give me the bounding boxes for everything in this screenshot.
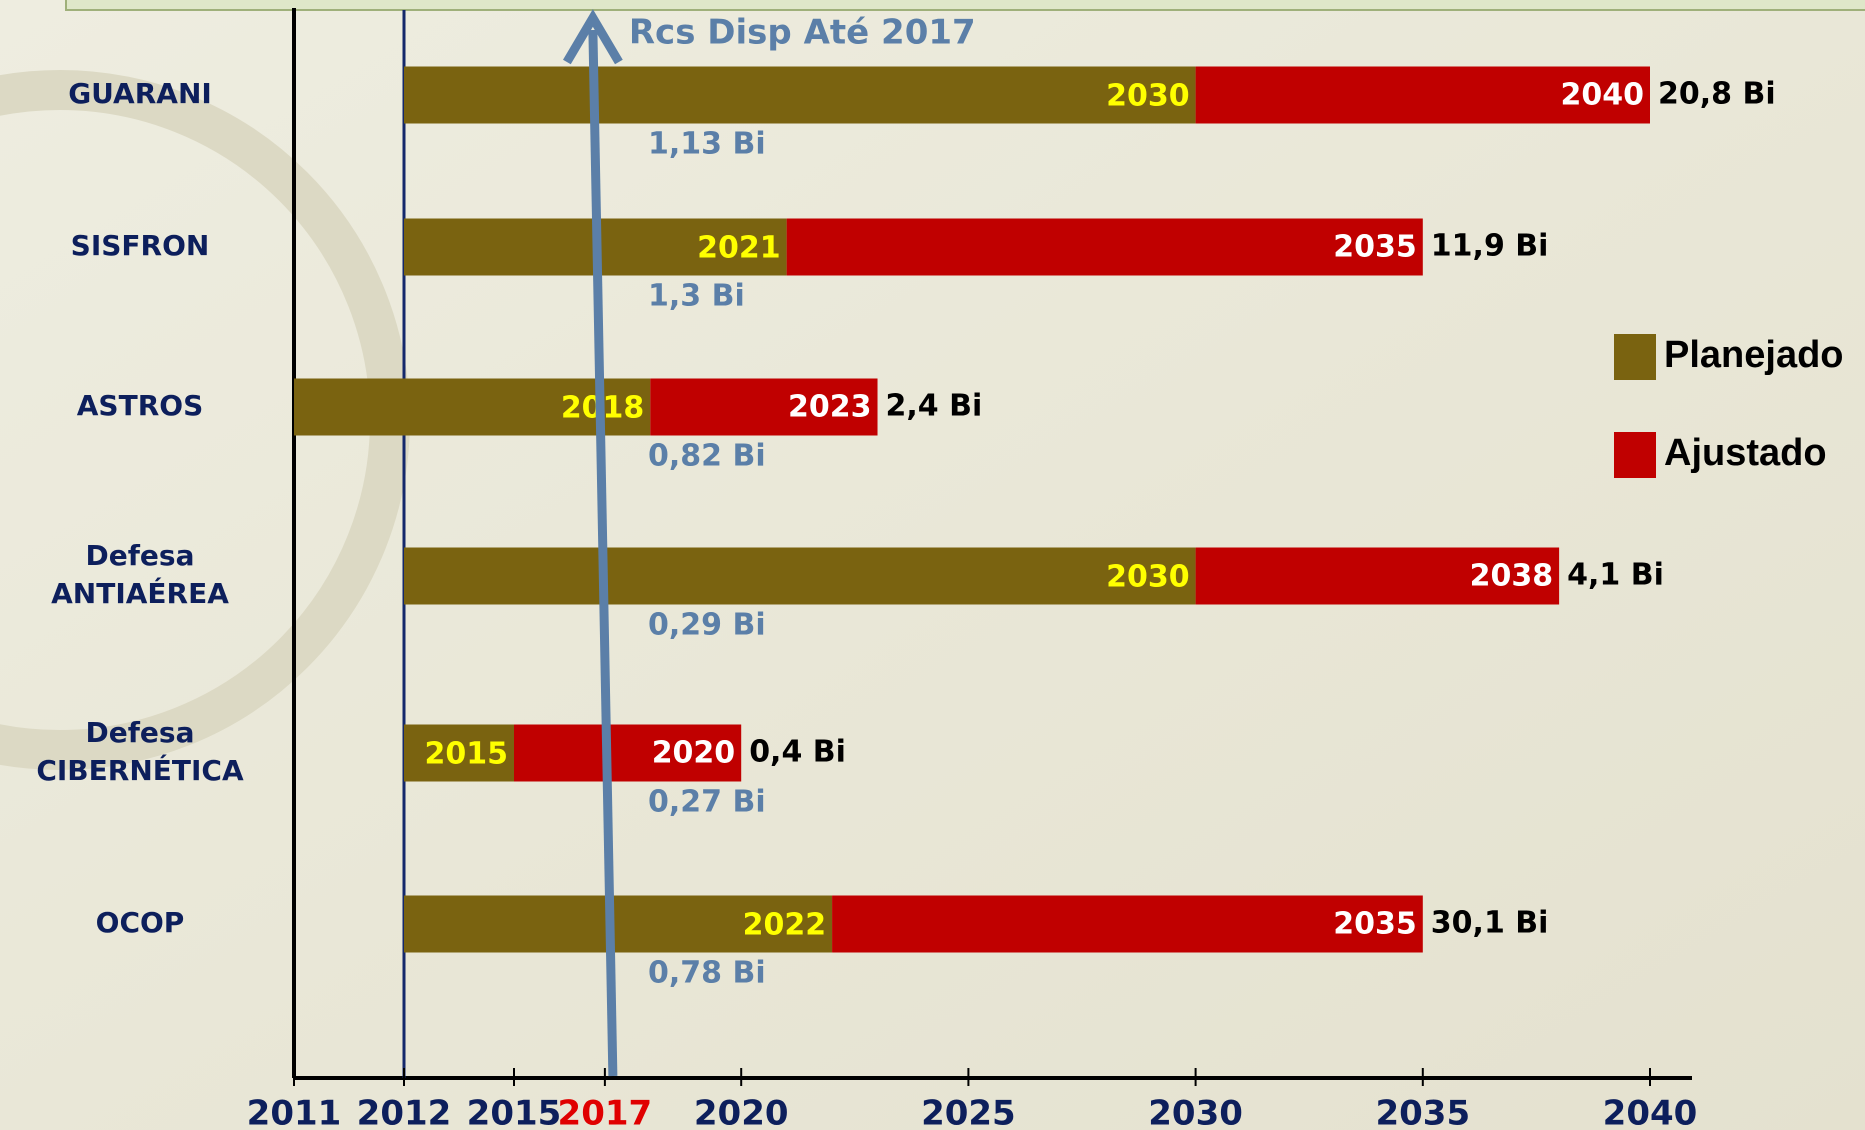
total-label: 30,1 Bi bbox=[1431, 906, 1549, 941]
planned-bar bbox=[294, 378, 651, 436]
category-label: ANTIAÉREA bbox=[51, 576, 229, 610]
planned-label: 2015 bbox=[425, 737, 509, 772]
planned-label: 2030 bbox=[1106, 560, 1190, 595]
category-label: Defesa bbox=[86, 539, 195, 572]
arrow-head bbox=[563, 9, 623, 65]
x-tick-label: 2035 bbox=[1375, 1094, 1470, 1130]
available-label: 0,78 Bi bbox=[648, 956, 766, 991]
total-label: 11,9 Bi bbox=[1431, 229, 1549, 264]
available-label: 1,13 Bi bbox=[648, 127, 766, 162]
adjusted-bar bbox=[1195, 547, 1560, 605]
annotation: Rcs Disp Até 2017 bbox=[629, 13, 976, 53]
arrow-shaft bbox=[588, 29, 618, 1077]
x-tick-label: 2017 bbox=[558, 1094, 653, 1130]
adjusted-label: 2035 bbox=[1333, 230, 1417, 265]
adjusted-label: 2038 bbox=[1470, 559, 1554, 594]
legend-label: Ajustado bbox=[1664, 432, 1827, 474]
planned-label: 2030 bbox=[1106, 79, 1190, 114]
top-banner bbox=[65, 0, 1865, 11]
x-tick-label: 2040 bbox=[1603, 1094, 1698, 1130]
total-label: 20,8 Bi bbox=[1658, 77, 1776, 112]
category-label: CIBERNÉTICA bbox=[36, 753, 244, 787]
legend-swatch bbox=[1614, 334, 1656, 380]
adjusted-bar bbox=[1195, 66, 1650, 124]
planned-label: 2022 bbox=[743, 908, 827, 943]
available-label: 0,29 Bi bbox=[648, 608, 766, 643]
legend-label: Planejado bbox=[1664, 334, 1844, 376]
available-label: 1,3 Bi bbox=[648, 279, 745, 314]
available-label: 0,82 Bi bbox=[648, 439, 766, 474]
adjusted-bar bbox=[786, 218, 1423, 276]
category-label: GUARANI bbox=[68, 77, 212, 110]
total-label: 0,4 Bi bbox=[749, 735, 846, 770]
x-tick-label: 2020 bbox=[694, 1094, 789, 1130]
adjusted-label: 2035 bbox=[1333, 907, 1417, 942]
x-tick-label: 2012 bbox=[357, 1094, 452, 1130]
total-label: 4,1 Bi bbox=[1567, 558, 1664, 593]
category-label: OCOP bbox=[96, 906, 185, 939]
planned-bar bbox=[404, 724, 514, 782]
x-tick-label: 2030 bbox=[1148, 1094, 1243, 1130]
x-tick-label: 2011 bbox=[247, 1094, 342, 1130]
x-tick-label: 2025 bbox=[921, 1094, 1016, 1130]
legend-swatch bbox=[1614, 432, 1656, 478]
x-tick-label: 2015 bbox=[467, 1094, 562, 1130]
adjusted-label: 2040 bbox=[1561, 78, 1645, 113]
planned-bar bbox=[404, 895, 833, 953]
adjusted-bar bbox=[650, 378, 878, 436]
category-label: SISFRON bbox=[71, 229, 210, 262]
planned-label: 2021 bbox=[697, 231, 781, 266]
planned-bar bbox=[404, 66, 1196, 124]
adjusted-label: 2020 bbox=[652, 736, 736, 771]
category-label: Defesa bbox=[86, 716, 195, 749]
adjusted-bar bbox=[514, 724, 742, 782]
adjusted-label: 2023 bbox=[788, 390, 872, 425]
available-label: 0,27 Bi bbox=[648, 785, 766, 820]
adjusted-bar bbox=[832, 895, 1423, 953]
category-label: ASTROS bbox=[77, 389, 203, 422]
total-label: 2,4 Bi bbox=[886, 389, 983, 424]
planned-bar bbox=[404, 547, 1196, 605]
